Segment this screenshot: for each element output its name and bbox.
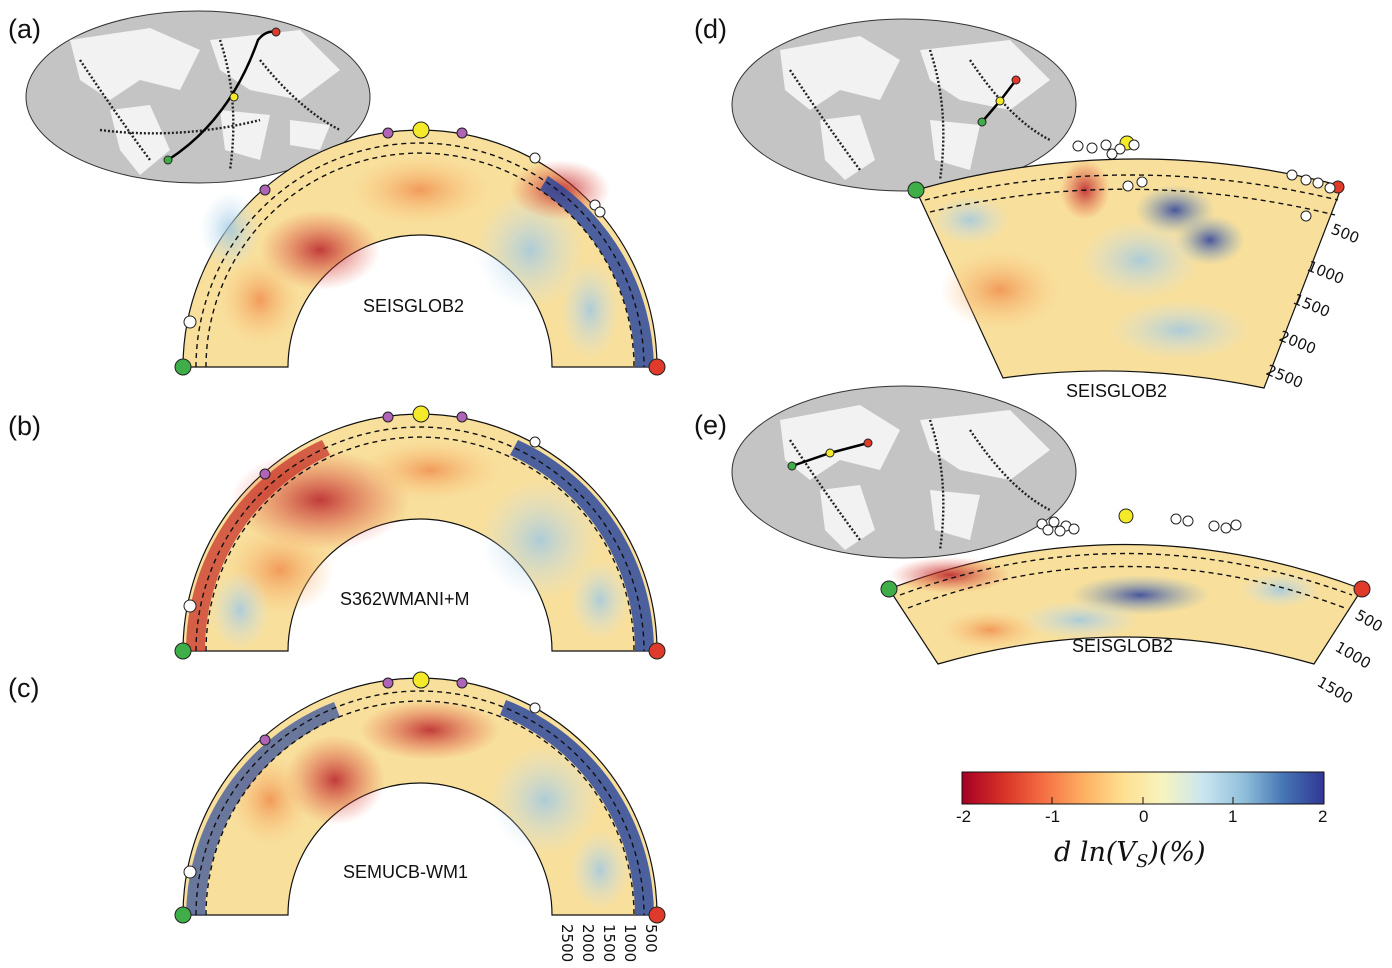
cross-section-a xyxy=(174,121,666,376)
depth-axis-c: 500 1000 1500 2000 2500 xyxy=(558,924,660,962)
colorbar: -2 -1 0 1 2 d ln(VS)(%) xyxy=(956,771,1327,872)
depth-tick-e-1000: 1000 xyxy=(1332,638,1374,673)
depth-tick-e-500: 500 xyxy=(1352,606,1386,636)
colorbar-tick-2: 2 xyxy=(1318,807,1327,826)
model-name-a: SEISGLOB2 xyxy=(363,296,464,316)
model-name-b: S362WMANI+M xyxy=(340,589,470,609)
panel-a: (a) xyxy=(8,10,666,376)
cross-section-e xyxy=(880,508,1371,665)
panel-d: (d) xyxy=(694,14,1362,401)
model-name-e: SEISGLOB2 xyxy=(1072,636,1173,656)
panel-b: (b) S362WMANI+M xyxy=(8,405,666,660)
colorbar-title: d ln(VS)(%) xyxy=(1054,837,1206,872)
colorbar-tick-neg2: -2 xyxy=(956,807,971,826)
cross-section-c xyxy=(174,671,666,924)
model-name-d: SEISGLOB2 xyxy=(1066,381,1167,401)
model-name-c: SEMUCB-WM1 xyxy=(343,862,468,882)
panel-label-a: (a) xyxy=(8,14,41,44)
depth-tick-c-1000: 1000 xyxy=(621,924,639,962)
depth-tick-d-500: 500 xyxy=(1329,220,1362,247)
world-map-a xyxy=(25,10,371,184)
panel-label-d: (d) xyxy=(694,14,727,44)
panel-c: (c) SEMUCB-WM1 500 xyxy=(8,671,666,962)
depth-tick-c-2000: 2000 xyxy=(579,924,597,962)
depth-tick-c-2500: 2500 xyxy=(558,924,576,962)
depth-tick-d-2000: 2000 xyxy=(1277,327,1319,358)
panel-e: (e) xyxy=(694,385,1386,708)
colorbar-tick-0: 0 xyxy=(1139,807,1148,826)
depth-tick-d-1000: 1000 xyxy=(1305,257,1347,288)
depth-tick-c-500: 500 xyxy=(642,924,660,953)
cross-section-b xyxy=(174,405,666,660)
depth-tick-c-1500: 1500 xyxy=(600,924,618,962)
depth-tick-d-1500: 1500 xyxy=(1291,290,1333,321)
cross-section-d xyxy=(907,135,1345,389)
colorbar-tick-1: 1 xyxy=(1228,807,1237,826)
world-map-d xyxy=(731,18,1077,192)
colorbar-tick-neg1: -1 xyxy=(1045,807,1060,826)
panel-label-b: (b) xyxy=(8,411,41,441)
depth-tick-e-1500: 1500 xyxy=(1314,673,1356,708)
depth-tick-d-2500: 2500 xyxy=(1264,361,1306,392)
panel-label-c: (c) xyxy=(8,673,39,703)
world-map-e xyxy=(731,385,1077,559)
panel-label-e: (e) xyxy=(694,410,727,440)
